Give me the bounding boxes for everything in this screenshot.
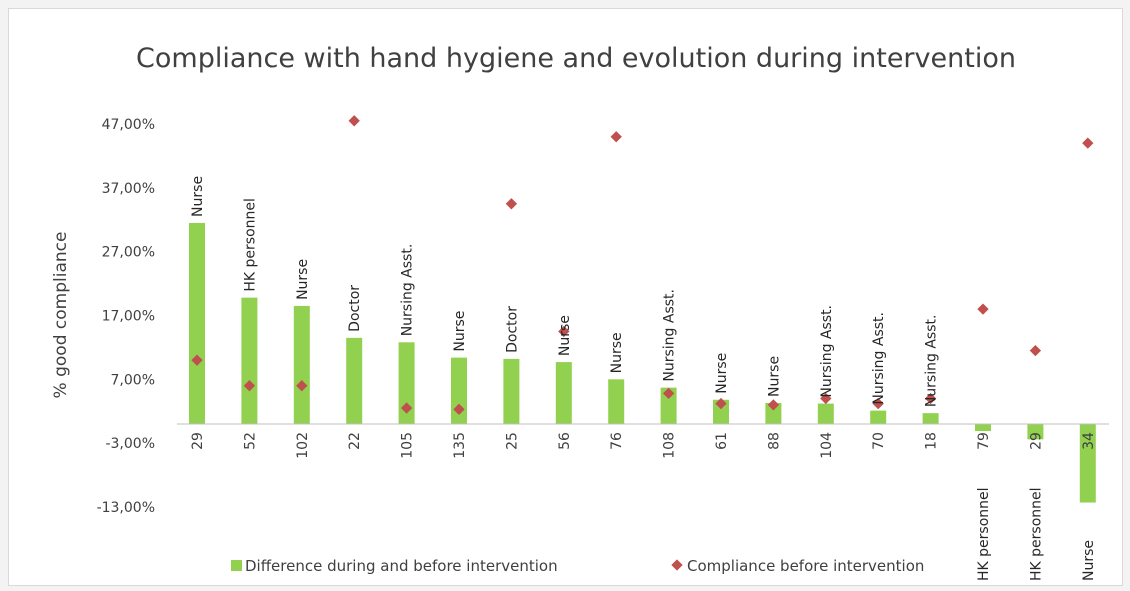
marker-point (662, 387, 675, 400)
bar-label: Nurse (714, 353, 730, 394)
marker-point (505, 198, 518, 210)
x-tick-label: 25 (504, 432, 520, 450)
bar (398, 342, 415, 425)
y-tick-label: 47,00% (102, 117, 155, 133)
bar-label: Nurse (1081, 540, 1097, 581)
legend-marker-label: Compliance before intervention (687, 557, 924, 575)
x-tick-label: 108 (662, 432, 678, 459)
x-tick-label: 22 (347, 432, 363, 450)
bar (293, 305, 310, 425)
bar (817, 403, 834, 425)
bar (660, 387, 677, 425)
marker-point (715, 397, 727, 410)
bar (503, 358, 520, 425)
x-tick-label: 102 (295, 432, 311, 459)
bar-label: HK personnel (976, 487, 992, 581)
marker-point (767, 399, 780, 411)
x-tick-label: 29 (1028, 432, 1044, 450)
marker-point (191, 354, 203, 366)
bar-label: Nurse (609, 332, 625, 373)
y-axis-label: % good compliance (51, 232, 71, 399)
x-tick-label: 135 (452, 432, 468, 459)
marker-point (924, 392, 937, 405)
bar-label: Nursing Asst. (924, 315, 940, 408)
bar (975, 424, 991, 432)
bar-label: Doctor (347, 285, 363, 332)
bar-label: Nurse (452, 311, 468, 352)
bar-label: Nurse (295, 259, 311, 300)
bar (1027, 424, 1044, 440)
bar-label: Nurse (766, 356, 782, 397)
legend: Difference during and before interventio… (231, 557, 924, 575)
bar-label: Nurse (190, 176, 206, 217)
marker-point (977, 303, 989, 315)
bar (870, 410, 887, 425)
bar-label: Nursing Asst. (819, 305, 835, 398)
bar-label: Doctor (504, 306, 520, 353)
chart-container: Compliance with hand hygiene and evoluti… (8, 8, 1123, 586)
x-tick-label: 79 (976, 432, 992, 450)
marker-series (191, 115, 1094, 415)
y-tick-label: -13,00% (97, 500, 155, 516)
bar-label: Nurse (557, 315, 573, 356)
bar (608, 379, 625, 425)
marker-point (1029, 344, 1042, 357)
y-tick-label: 17,00% (102, 309, 155, 325)
bar-label: HK personnel (242, 198, 258, 292)
bar (189, 222, 205, 425)
marker-point (453, 403, 465, 415)
x-tick-label: 70 (871, 432, 887, 450)
x-tick-label: 56 (557, 432, 573, 450)
x-tick-label: 105 (400, 432, 416, 459)
chart-title: Compliance with hand hygiene and evoluti… (136, 43, 1016, 74)
bar (713, 399, 729, 425)
bar (346, 337, 363, 425)
x-tick-labels: 29 52 102 22 105 135 25 56 76 108 61 88 104 70 18 79 29 3… (190, 432, 1097, 459)
x-tick-label: 76 (609, 432, 625, 450)
marker-point (296, 380, 308, 392)
legend-marker-swatch (671, 559, 683, 571)
marker-point (243, 380, 256, 392)
bar-label: Nursing Asst. (871, 312, 887, 405)
bar-label: Nursing Asst. (662, 289, 678, 382)
x-tick-label: 52 (242, 432, 258, 450)
bar-label: Nursing Asst. (400, 244, 416, 337)
bar (451, 357, 467, 425)
y-tick-label: 27,00% (102, 245, 155, 261)
y-tick-labels: 47,00% 37,00% 27,00% 17,00% 7,00% -3,00% -13,0… (97, 117, 155, 516)
marker-point (400, 402, 413, 414)
bar-labels: Nurse HK personnel Nurse Doctor Nursing Asst… (190, 176, 1097, 581)
x-tick-label: 34 (1081, 432, 1097, 450)
chart-svg: Compliance with hand hygiene and evoluti… (51, 43, 1109, 581)
bar (1079, 424, 1096, 503)
bar (555, 362, 572, 425)
y-tick-label: 37,00% (102, 181, 155, 197)
marker-point (610, 131, 622, 143)
marker-point (820, 392, 832, 405)
y-tick-label: -3,00% (105, 436, 155, 452)
bar (765, 402, 782, 425)
marker-point (1082, 137, 1094, 149)
x-tick-label: 88 (766, 432, 782, 450)
bar (922, 413, 939, 425)
x-tick-label: 18 (924, 432, 940, 450)
marker-point (872, 397, 884, 410)
x-tick-label: 104 (819, 432, 835, 459)
bar-label: HK personnel (1028, 487, 1044, 581)
y-tick-label: 7,00% (111, 372, 155, 388)
legend-bar-label: Difference during and before interventio… (245, 557, 558, 575)
x-tick-label: 61 (714, 432, 730, 450)
marker-point (348, 115, 360, 127)
bar-series (189, 222, 1096, 503)
marker-point (558, 325, 570, 338)
bar (241, 297, 258, 425)
x-tick-label: 29 (190, 432, 206, 450)
legend-bar-swatch (231, 560, 242, 571)
